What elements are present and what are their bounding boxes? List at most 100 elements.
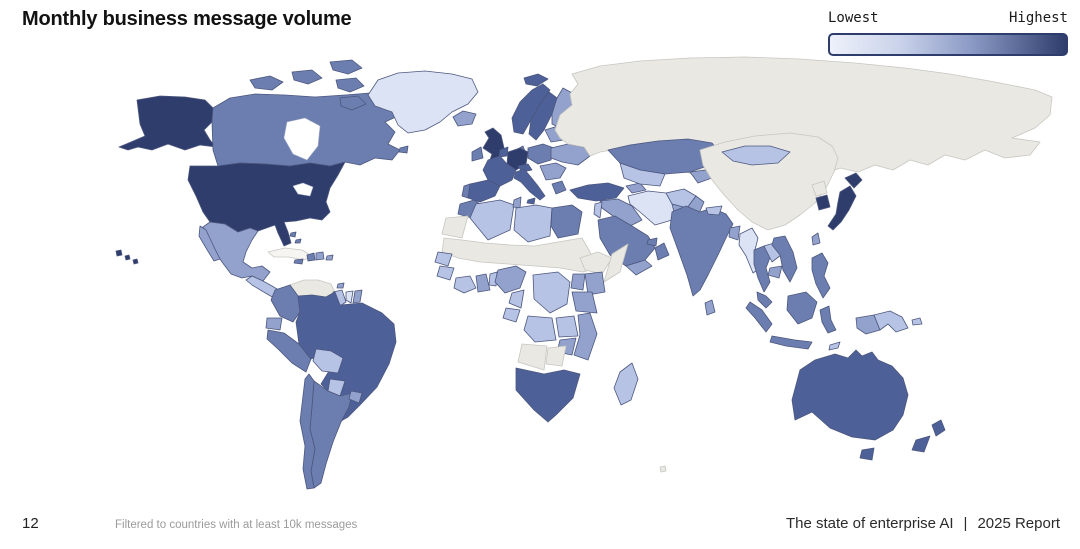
page-title: Monthly business message volume [22,8,352,30]
country-syria-iraq [599,198,643,227]
country-iceland [452,110,477,127]
country-botswana [545,345,567,367]
country-indonesia-papua [855,314,881,335]
country-south-africa [515,367,581,423]
country-chile [299,373,316,490]
country-egypt [550,204,583,239]
country-tunisia [512,196,522,209]
country-ghana [475,273,491,293]
country-japan-hokkaido [844,172,863,189]
country-sahel-sudan [441,237,597,273]
country-australia [791,349,909,441]
southern-ocean-island [659,465,667,473]
country-alaska [118,95,217,151]
country-canada-baffin [335,77,365,93]
country-new-zealand-south [911,435,931,453]
country-uae-qatar [646,237,658,247]
country-bolivia [312,348,344,374]
country-puerto-rico [325,254,334,261]
country-peru [266,329,312,373]
country-hawaii [115,249,139,265]
country-dominican-republic [315,251,325,261]
country-france [482,155,517,187]
country-colombia [270,284,301,323]
country-somalia [603,243,629,283]
legend-lowest-label: Lowest [828,10,879,26]
country-tanzania [571,291,598,314]
country-mexico [202,221,271,282]
report-title: The state of enterprise AI [785,515,954,532]
country-malaysia [756,291,773,309]
country-india [669,205,734,297]
legend-gradient-bar [828,33,1068,56]
country-mongolia [721,145,791,166]
color-legend: Lowest Highest [828,10,1068,56]
country-cameroon [508,289,525,309]
country-spain [467,179,501,203]
great-lakes [292,182,314,197]
country-bangladesh [728,225,741,241]
footer-divider: | [963,515,968,532]
country-sri-lanka [704,299,716,316]
country-italy [513,168,546,201]
country-guinea [436,265,455,281]
country-gabon-congo [502,307,521,323]
country-madagascar [613,362,639,406]
country-greenland [367,70,479,134]
country-uganda [570,273,586,291]
country-canada-arctic-1 [249,75,284,91]
country-romania-balkans [539,162,567,181]
country-svalbard [523,73,549,87]
country-caucasus [625,182,647,194]
country-cambodia [767,265,783,279]
footer-report-label: The state of enterprise AI | 2025 Report [786,515,1060,532]
country-indonesia-borneo [786,291,818,325]
country-new-britain [911,317,923,326]
legend-highest-label: Highest [1008,10,1068,26]
country-haiti [306,252,316,262]
country-mexico-baja [198,225,221,262]
country-nigeria [494,265,527,294]
country-algeria [469,199,515,241]
country-ethiopia [579,251,613,275]
footer-note: Filtered to countries with at least 10k … [115,519,358,531]
country-dr-congo [532,271,571,314]
country-vietnam [771,235,798,283]
country-turkey [569,182,625,202]
country-argentina [309,380,353,489]
country-greece [551,180,567,195]
country-mozambique [573,312,598,361]
country-senegal [434,251,453,267]
country-bahamas [289,231,302,244]
country-timor [828,341,841,351]
country-indonesia-sumatra [745,301,773,333]
country-cuba [267,247,313,261]
country-taiwan [811,232,821,246]
country-canada-newfoundland [398,145,409,154]
country-uruguay [348,390,363,404]
country-poland-czechia [527,143,555,165]
country-indonesia-sulawesi [819,305,837,334]
map-countries [115,56,1053,490]
country-namibia [517,343,548,371]
country-nepal [705,205,723,216]
country-indonesia-java [769,335,813,350]
country-oman [654,242,670,261]
country-suriname [345,290,354,304]
country-libya [513,204,553,243]
country-papua-new-guinea [873,310,909,333]
country-portugal [461,183,471,199]
country-north-korea [811,180,828,197]
country-benelux [498,146,509,158]
country-philippines [811,252,831,299]
country-italy-sicily [526,197,536,205]
country-uzbekistan-turkmenistan [619,162,666,187]
country-jamaica [293,258,304,265]
country-canada-island [339,95,367,111]
country-canada-arctic-2 [291,69,323,85]
country-zambia [555,315,579,338]
country-french-guiana [352,289,363,304]
country-western-sahara-mauritania [441,215,469,239]
